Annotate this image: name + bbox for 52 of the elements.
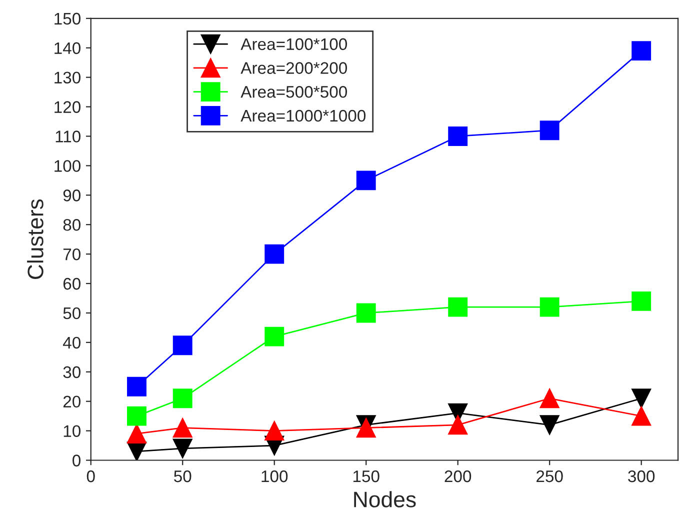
point	[127, 406, 146, 426]
point	[540, 415, 560, 435]
y-tick-label: 10	[64, 425, 80, 437]
point	[172, 388, 192, 408]
y-tick-label: 100	[54, 160, 80, 172]
point	[632, 406, 652, 426]
y-tick-label: 60	[63, 278, 80, 290]
point	[172, 336, 192, 356]
x-tick-label: 100	[262, 470, 288, 482]
y-tick-label: 0	[72, 454, 80, 466]
point	[127, 424, 146, 444]
x-axis-title: Nodes	[354, 491, 416, 508]
x-tick-label: 150	[353, 470, 380, 482]
point	[172, 438, 192, 458]
y-tick-label: 80	[63, 219, 80, 231]
y-tick-label: 20	[63, 396, 80, 408]
x-tick-label: 250	[536, 470, 563, 482]
legend-label: Area=500*500	[240, 86, 347, 98]
point	[264, 326, 284, 346]
y-tick-label: 140	[54, 42, 80, 54]
point	[632, 388, 652, 408]
point	[448, 297, 468, 317]
point	[264, 244, 284, 264]
y-tick-label: 120	[54, 101, 80, 113]
point	[127, 376, 146, 396]
point	[356, 303, 376, 323]
point	[356, 170, 376, 190]
y-tick-label: 150	[54, 12, 80, 25]
y-tick-label: 50	[63, 307, 80, 320]
point	[448, 126, 468, 146]
y-tick-label: 30	[63, 366, 80, 378]
y-axis-title: Clusters	[27, 199, 44, 279]
point	[448, 415, 468, 435]
point	[264, 421, 284, 441]
y-tick-label: 110	[56, 130, 80, 142]
x-tick-label: 0	[86, 470, 95, 482]
point	[540, 297, 560, 317]
x-tick-label: 200	[444, 470, 472, 482]
x-tick-label: 300	[628, 470, 655, 482]
point	[540, 388, 560, 408]
legend-label: Area=1000*1000	[240, 110, 366, 122]
y-tick-label: 130	[54, 72, 80, 84]
y-tick-label: 90	[63, 190, 80, 202]
y-tick-label: 40	[62, 336, 80, 349]
point	[172, 418, 192, 438]
point	[632, 291, 652, 311]
y-tick-label: 70	[63, 248, 80, 260]
legend-label: Area=200*200	[240, 62, 347, 74]
point	[632, 41, 652, 61]
point	[540, 120, 560, 140]
legend-label: Area=100*100	[240, 38, 347, 50]
x-tick-label: 50	[174, 470, 192, 482]
